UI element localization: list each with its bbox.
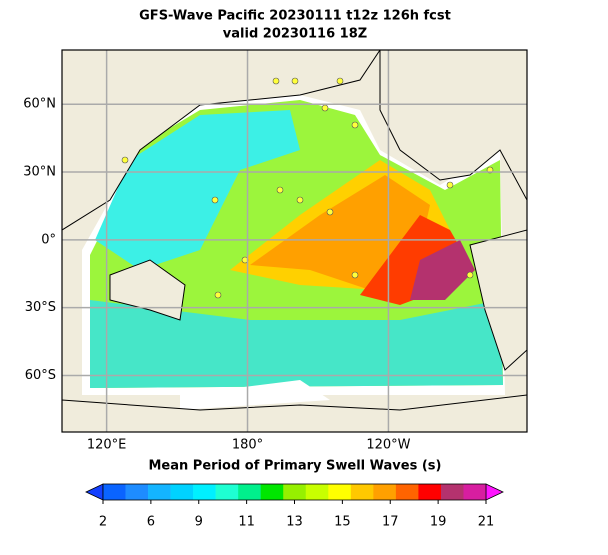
land-asia — [62, 50, 381, 231]
colorbar-tick-label: 6 — [147, 515, 155, 530]
colorbar-segment — [148, 484, 171, 500]
ocean-cyan-south — [90, 300, 503, 388]
colorbar-tick-label: 11 — [238, 515, 255, 530]
colorbar-tick-label: 21 — [478, 515, 495, 530]
colorbar-segment — [193, 484, 216, 500]
colorbar-over — [485, 483, 504, 501]
colorbar-tick-label: 19 — [430, 515, 447, 530]
colorbar-label: Mean Period of Primary Swell Waves (s) — [149, 459, 442, 474]
x-tick-label: 120°E — [87, 438, 127, 453]
y-tick-label: 60°N — [23, 97, 56, 112]
colorbar-segment — [260, 484, 284, 500]
colorbar-segment — [418, 484, 442, 500]
land-antarctica — [62, 394, 527, 432]
colorbar-segment — [463, 484, 487, 500]
colorbar-segment — [125, 484, 149, 500]
ocean-orange — [250, 175, 430, 290]
y-tick-label: 0° — [41, 232, 56, 247]
colorbar-segment — [440, 484, 464, 500]
colorbar-tick-label: 9 — [195, 515, 203, 530]
ocean-magenta — [410, 240, 475, 300]
colorbar-segment — [328, 484, 352, 500]
x-tick-label: 120°W — [366, 438, 410, 453]
subtitle: valid 20230116 18Z — [223, 27, 367, 42]
colorbar-segment — [103, 484, 126, 500]
y-tick-label: 30°S — [25, 300, 56, 315]
y-tick-label: 30°N — [23, 165, 56, 180]
sea-ice — [180, 380, 330, 410]
colorbar-segment — [373, 484, 397, 500]
map-frame — [61, 49, 528, 433]
map-field — [62, 50, 527, 432]
colorbar-tick-label: 17 — [382, 515, 399, 530]
stations — [121, 77, 494, 299]
colorbar-segment — [238, 484, 262, 500]
colorbar-under — [85, 483, 104, 501]
colorbar-segment — [350, 484, 374, 500]
y-tick-label: 60°S — [25, 368, 56, 383]
land-north-america — [379, 50, 527, 201]
colorbar-tick-label: 13 — [286, 515, 303, 530]
colorbar-segment — [395, 484, 419, 500]
x-tick-label: 180° — [232, 438, 263, 453]
colorbar-segment — [283, 484, 307, 500]
ocean-cyan — [95, 110, 300, 270]
title: GFS-Wave Pacific 20230111 t12z 126h fcst — [139, 9, 451, 24]
land-australia — [109, 259, 186, 321]
colorbar-tick-label: 2 — [99, 515, 107, 530]
colorbar-segment — [215, 484, 239, 500]
colorbar-segment — [170, 484, 194, 500]
colorbar-tick-label: 15 — [334, 515, 351, 530]
land-south-america — [469, 229, 527, 371]
colorbar-segment — [305, 484, 329, 500]
